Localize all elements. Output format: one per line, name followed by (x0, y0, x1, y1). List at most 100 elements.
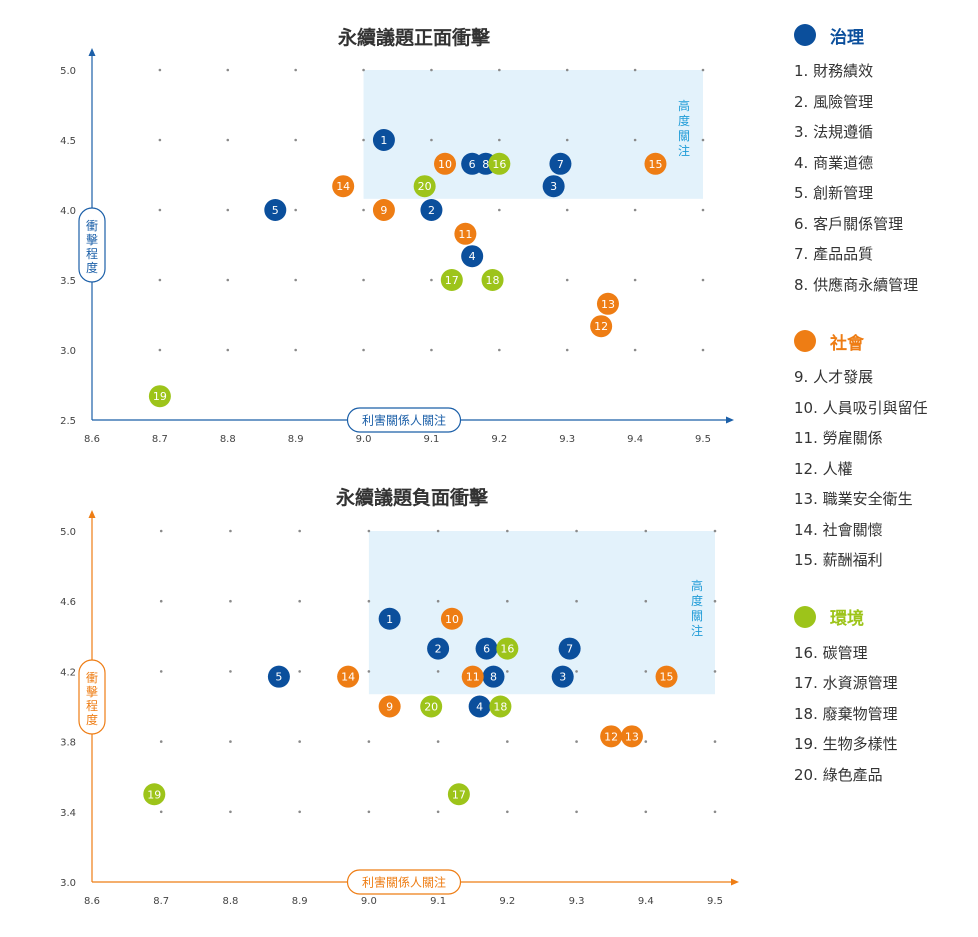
legend-item-list: 9. 人才發展 10. 人員吸引與留任 11. 勞雇關係 12. 人權 13. 職業安全… (794, 362, 978, 576)
grid-dot (436, 740, 440, 743)
data-point-18: 18 (481, 269, 504, 291)
grid-dot (159, 599, 163, 603)
data-point-17: 17 (447, 783, 470, 806)
data-point-label: 16 (492, 158, 506, 171)
data-point-9: 9 (372, 199, 395, 221)
data-point-17: 17 (440, 269, 463, 291)
x-tick-label: 9.1 (423, 434, 439, 445)
grid-dot (633, 68, 637, 72)
grid-dot (633, 208, 637, 212)
grid-dot (367, 810, 371, 814)
x-axis-label: 利害關係人關注 (346, 869, 462, 895)
data-point-label: 18 (493, 701, 507, 714)
grid-dot (158, 138, 162, 142)
grid-dot (506, 740, 509, 743)
data-point-label: 8 (482, 158, 489, 171)
grid-dot (298, 810, 301, 814)
data-point-marker (434, 152, 457, 175)
grid-dot (506, 529, 509, 533)
legend-item: 4. 商業道德 (794, 153, 874, 172)
grid-dot (430, 138, 433, 142)
y-axis-label-char: 程 (86, 246, 98, 261)
grid-dot (701, 138, 705, 142)
grid-dot (294, 278, 297, 282)
data-point-11: 11 (461, 665, 484, 688)
data-point-marker (420, 695, 443, 718)
data-point-7: 7 (549, 152, 572, 175)
chart-title: 永續議題負面衝擊 (335, 486, 489, 509)
grid-dot (362, 278, 365, 282)
data-point-label: 5 (275, 671, 282, 684)
data-point-2: 2 (420, 199, 443, 221)
data-point-marker (378, 607, 401, 630)
data-point-marker (482, 665, 505, 688)
grid-dot (713, 810, 717, 814)
grid-dot (298, 670, 301, 673)
x-axis-label: 利害關係人關注 (346, 407, 462, 433)
data-point-1: 1 (372, 129, 395, 151)
grid-dot (229, 599, 232, 603)
grid-dot (158, 348, 162, 352)
data-point-label: 18 (486, 274, 500, 287)
grid-dot (506, 599, 509, 603)
data-point-label: 4 (469, 250, 476, 263)
data-point-label: 1 (386, 613, 393, 626)
grid-dot (294, 208, 297, 212)
grid-dot (436, 529, 440, 533)
y-axis-label-char: 程 (86, 698, 98, 713)
grid-dot (362, 348, 365, 352)
grid-dot (362, 68, 365, 72)
x-tick-label: 9.5 (695, 434, 711, 445)
data-point-label: 10 (438, 158, 452, 171)
grid-dot (226, 208, 230, 212)
data-point-marker (267, 665, 290, 688)
legend-group-name: 社會 (830, 333, 864, 354)
legend-item: 17. 水資源管理 (794, 674, 898, 692)
data-point-2: 2 (427, 637, 450, 660)
grid-dot (159, 670, 163, 673)
data-point-marker (496, 637, 519, 660)
data-point-label: 14 (341, 671, 355, 684)
x-tick-label: 9.5 (707, 896, 723, 907)
data-point-19: 19 (148, 385, 171, 408)
x-axis-label-pill (346, 869, 462, 895)
legend-item-list: 16. 碳管理 17. 水資源管理 18. 廢棄物管理 19. 生物多樣性 20. 綠色… (794, 638, 978, 791)
data-point-5: 5 (267, 665, 290, 688)
y-tick-label: 3.4 (60, 808, 76, 819)
y-axis-label-text: 衝擊程度 (86, 671, 98, 727)
grid-dot (298, 740, 301, 743)
x-axis-label-text: 利害關係人關注 (362, 413, 446, 428)
grid-dot (633, 348, 637, 352)
y-tick-label: 3.5 (60, 276, 76, 287)
highlight-label-char: 關 (678, 129, 690, 143)
grid-dot (565, 278, 569, 282)
grid-dot (644, 599, 648, 603)
legend-item: 16. 碳管理 (794, 643, 868, 662)
data-point-marker (332, 175, 355, 198)
x-tick-label: 9.1 (430, 896, 446, 907)
x-axis-arrow (726, 416, 734, 424)
data-point-11: 11 (454, 222, 477, 245)
grid-dot (226, 68, 230, 72)
y-axis-label-char: 衝 (86, 219, 98, 233)
grid-dot (575, 740, 578, 743)
x-tick-label: 8.8 (220, 434, 236, 445)
grid-dot (575, 529, 578, 533)
grid-dot (294, 68, 297, 72)
grid-dot (506, 670, 509, 673)
grid-dot (226, 138, 230, 142)
legend-item: 13. 職業安全衛生 (794, 490, 913, 508)
x-tick-label: 9.4 (638, 896, 654, 907)
legend-item: 20. 綠色產品 (794, 765, 883, 784)
data-point-marker (447, 783, 470, 806)
data-point-marker (549, 152, 572, 175)
legend-item: 10. 人員吸引與留任 (794, 398, 928, 417)
y-axis-label-text: 衝擊程度 (86, 219, 98, 275)
grid-dot (498, 348, 501, 352)
x-axis-label-text: 利害關係人關注 (362, 875, 446, 890)
grid-dot (367, 670, 371, 673)
data-point-10: 10 (440, 607, 463, 630)
legend-item: 15. 薪酬福利 (794, 551, 883, 569)
